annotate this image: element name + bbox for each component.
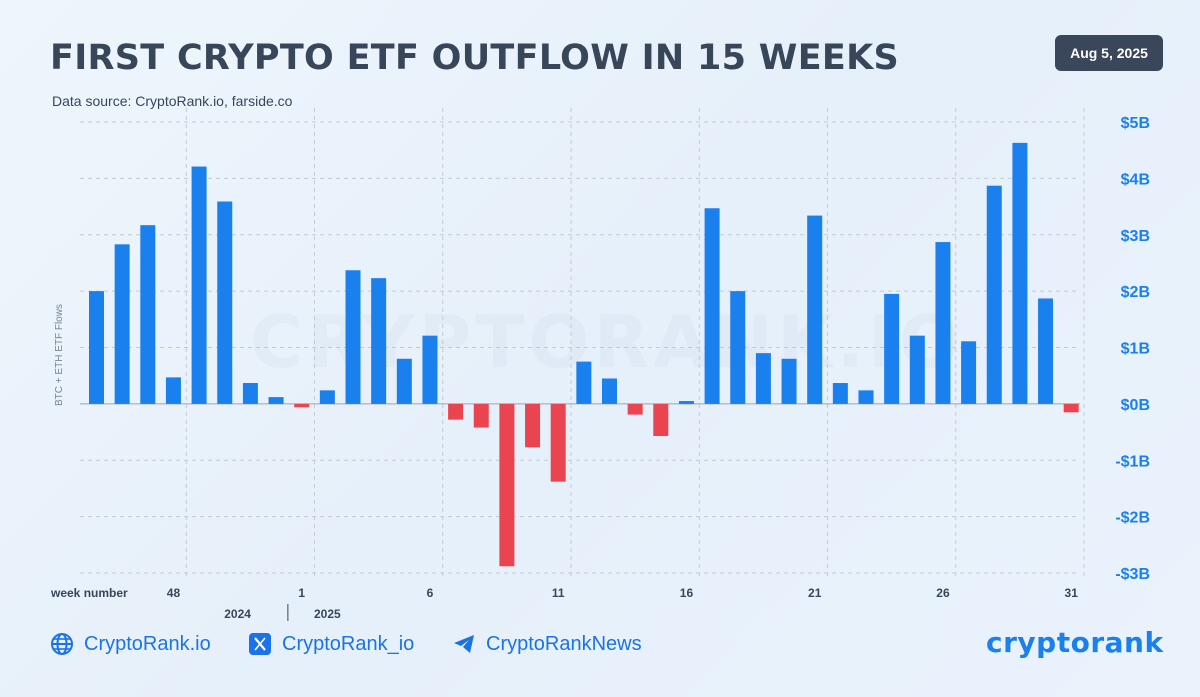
- bar-week-29: [832, 383, 848, 404]
- x-tick-label: 6: [427, 586, 434, 600]
- bar-week-27: [781, 358, 797, 404]
- x-tick-label: 31: [1065, 586, 1079, 600]
- website-label: CryptoRank.io: [84, 632, 211, 655]
- bar-week-32: [909, 335, 925, 404]
- watermark: CRYPTORANK.IO: [250, 300, 965, 384]
- bar-week-25: [730, 291, 746, 404]
- bar-week-16: [499, 403, 515, 567]
- y-tick-label: $2B: [1121, 284, 1150, 301]
- y-tick-label: -$1B: [1115, 453, 1150, 470]
- x-tick-label: 1: [298, 586, 305, 600]
- bar-week-34: [961, 341, 977, 404]
- bar-week-13: [422, 335, 438, 404]
- bar-week-31: [884, 293, 900, 404]
- y-tick-label: $3B: [1121, 228, 1150, 245]
- bar-week-4: [191, 166, 207, 404]
- telegram-label: CryptoRankNews: [486, 632, 642, 655]
- y-axis-title: BTC + ETH ETF Flows: [54, 304, 65, 406]
- bar-week-24: [704, 208, 720, 404]
- bar-week-1: [114, 244, 130, 404]
- bar-week-28: [807, 215, 823, 404]
- bar-week-11: [371, 278, 387, 404]
- globe-icon: [51, 633, 73, 655]
- y-tick-label: $0B: [1121, 397, 1150, 414]
- x-twitter-icon: [249, 633, 271, 655]
- year-label: 2024: [224, 607, 251, 621]
- bar-week-21: [627, 403, 643, 415]
- y-tick-label: -$2B: [1115, 510, 1150, 527]
- bar-week-20: [602, 378, 617, 404]
- bar-week-15: [473, 403, 489, 428]
- y-tick-label: $4B: [1121, 171, 1150, 188]
- bar-week-38: [1063, 403, 1079, 413]
- bar-week-7: [268, 397, 284, 404]
- twitter-label: CryptoRank_io: [282, 632, 415, 655]
- bar-week-19: [576, 361, 592, 404]
- x-tick-label: 26: [936, 586, 950, 600]
- bar-week-23: [678, 401, 694, 404]
- y-tick-label: $5B: [1121, 115, 1150, 132]
- data-source-subtitle: Data source: CryptoRank.io, farside.co: [52, 93, 293, 109]
- x-tick-label: 11: [552, 586, 565, 600]
- bar-week-30: [858, 390, 874, 404]
- bar-week-26: [755, 353, 771, 404]
- year-label: 2025: [314, 607, 341, 621]
- chart-title: FIRST CRYPTO ETF OUTFLOW IN 15 WEEKS: [50, 38, 900, 78]
- bars-layer: [89, 142, 1079, 567]
- x-tick-label: 16: [680, 586, 694, 600]
- x-axis-title: week number: [50, 586, 128, 600]
- bar-week-2: [140, 225, 156, 404]
- bar-week-37: [1038, 298, 1054, 404]
- telegram-link[interactable]: CryptoRankNews: [452, 632, 642, 656]
- x-tick-label: 21: [808, 586, 822, 600]
- bar-week-22: [653, 403, 669, 437]
- bar-week-18: [550, 403, 566, 482]
- bar-week-8: [294, 403, 310, 408]
- bar-week-33: [935, 242, 951, 404]
- website-link[interactable]: CryptoRank.io: [50, 632, 211, 656]
- bar-week-35: [986, 185, 1002, 404]
- bar-week-10: [345, 270, 361, 404]
- bar-week-36: [1012, 142, 1028, 404]
- x-tick-label: 48: [167, 586, 181, 600]
- bar-week-0: [89, 291, 104, 404]
- bar-week-3: [165, 377, 181, 404]
- y-tick-label: $1B: [1121, 341, 1150, 358]
- bar-week-14: [448, 403, 464, 420]
- bar-week-12: [396, 358, 412, 404]
- twitter-link[interactable]: CryptoRank_io: [248, 632, 414, 656]
- bar-week-17: [525, 403, 541, 448]
- bar-week-9: [319, 390, 335, 404]
- date-badge: Aug 5, 2025: [1055, 35, 1163, 71]
- y-tick-label: -$3B: [1115, 566, 1150, 583]
- telegram-icon: [454, 635, 474, 653]
- labels-layer: $5B $4B $3B $2B $1B $0B -$1B -$2B -$3B BTC + ETH …: [50, 115, 1150, 621]
- cryptorank-logo: cryptorank: [986, 626, 1164, 659]
- bar-week-6: [242, 383, 258, 404]
- bar-week-5: [217, 201, 233, 404]
